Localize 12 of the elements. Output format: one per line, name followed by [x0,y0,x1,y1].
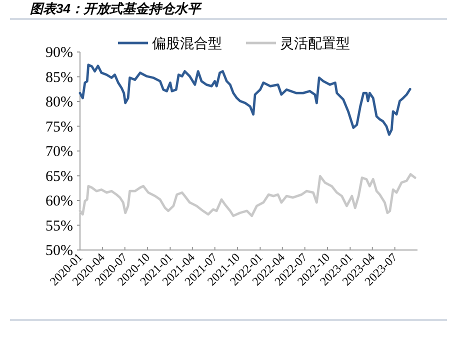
y-tick-label: 90% [46,45,73,61]
y-tick-label: 70% [46,144,73,160]
y-tick-label: 65% [46,168,73,185]
y-tick-label: 55% [46,218,73,234]
legend-label: 灵活配置型 [280,36,350,52]
chart-title: 图表34：开放式基金持仓水平 [30,1,202,16]
y-tick-label: 60% [46,194,73,210]
y-tick-label: 75% [46,119,73,136]
y-tick-label: 80% [46,94,73,110]
y-tick-label: 85% [46,70,73,86]
legend-label: 偏股混合型 [152,36,222,52]
y-tick-label: 50% [46,243,73,259]
